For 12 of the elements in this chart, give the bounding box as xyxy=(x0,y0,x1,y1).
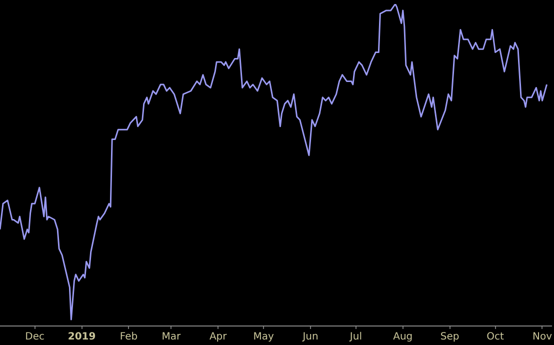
x-tick-label: Mar xyxy=(162,332,182,343)
x-tick-label: Apr xyxy=(209,332,228,343)
x-tick-label: Nov xyxy=(532,332,552,343)
x-tick-label: Jul xyxy=(348,332,362,343)
x-tick-label: Aug xyxy=(393,332,413,343)
x-tick-label: May xyxy=(253,332,274,343)
x-tick-label: Jun xyxy=(302,332,318,343)
x-tick-label: 2019 xyxy=(68,332,96,343)
x-tick-label: Sep xyxy=(440,332,460,343)
x-tick-label: Dec xyxy=(25,332,45,343)
x-tick-label: Oct xyxy=(486,332,504,343)
x-tick-label: Feb xyxy=(120,332,138,343)
